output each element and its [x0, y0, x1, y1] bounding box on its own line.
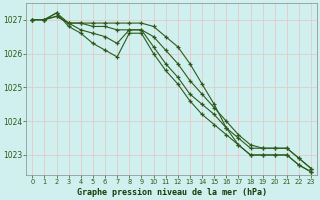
X-axis label: Graphe pression niveau de la mer (hPa): Graphe pression niveau de la mer (hPa)	[77, 188, 267, 197]
